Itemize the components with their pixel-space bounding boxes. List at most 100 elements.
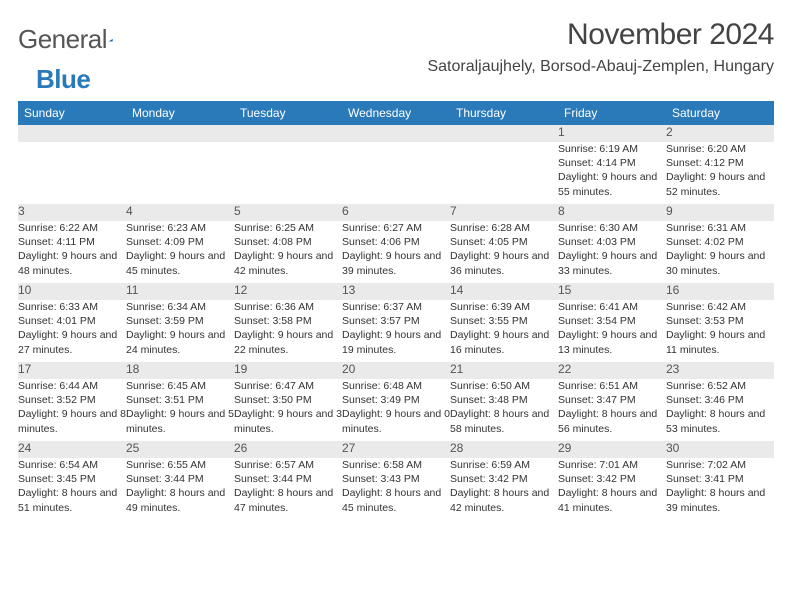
sunrise-text: Sunrise: 6:45 AM [126,379,234,393]
sunset-text: Sunset: 4:05 PM [450,235,558,249]
date-cell: 28 [450,441,558,458]
daylight-text: Daylight: 9 hours and 33 minutes. [558,249,666,277]
date-row: 24252627282930 [18,441,774,458]
daylight-text: Daylight: 9 hours and 42 minutes. [234,249,342,277]
empty-date [234,125,342,142]
date-cell: 19 [234,362,342,379]
date-cell: 16 [666,283,774,300]
date-cell: 8 [558,204,666,221]
day-info: Sunrise: 6:27 AMSunset: 4:06 PMDaylight:… [342,221,450,283]
empty-date [18,125,126,142]
day-header: Monday [126,101,234,125]
date-cell: 9 [666,204,774,221]
sunrise-text: Sunrise: 6:59 AM [450,458,558,472]
sunrise-text: Sunrise: 6:28 AM [450,221,558,235]
sunset-text: Sunset: 3:44 PM [234,472,342,486]
daylight-text: Daylight: 9 hours and 8 minutes. [18,407,126,435]
date-cell: 17 [18,362,126,379]
sunrise-text: Sunrise: 6:33 AM [18,300,126,314]
sunrise-text: Sunrise: 6:22 AM [18,221,126,235]
sunrise-text: Sunrise: 6:44 AM [18,379,126,393]
daylight-text: Daylight: 9 hours and 24 minutes. [126,328,234,356]
sunrise-text: Sunrise: 6:54 AM [18,458,126,472]
logo-text-2: Blue [36,64,90,94]
calendar-table: SundayMondayTuesdayWednesdayThursdayFrid… [18,101,774,520]
daylight-text: Daylight: 9 hours and 39 minutes. [342,249,450,277]
date-cell: 10 [18,283,126,300]
day-info: Sunrise: 6:50 AMSunset: 3:48 PMDaylight:… [450,379,558,441]
date-cell: 29 [558,441,666,458]
daylight-text: Daylight: 9 hours and 5 minutes. [126,407,234,435]
date-cell: 2 [666,125,774,142]
date-row: 17181920212223 [18,362,774,379]
day-info: Sunrise: 6:34 AMSunset: 3:59 PMDaylight:… [126,300,234,362]
sunrise-text: Sunrise: 6:57 AM [234,458,342,472]
day-info: Sunrise: 6:39 AMSunset: 3:55 PMDaylight:… [450,300,558,362]
info-row: Sunrise: 6:54 AMSunset: 3:45 PMDaylight:… [18,458,774,520]
date-cell: 11 [126,283,234,300]
logo-text-1: General [18,24,107,55]
sunset-text: Sunset: 3:46 PM [666,393,774,407]
sunset-text: Sunset: 3:49 PM [342,393,450,407]
date-row: 3456789 [18,204,774,221]
day-info: Sunrise: 6:59 AMSunset: 3:42 PMDaylight:… [450,458,558,520]
sunrise-text: Sunrise: 6:31 AM [666,221,774,235]
sunrise-text: Sunrise: 6:36 AM [234,300,342,314]
date-row: 12 [18,125,774,142]
sunset-text: Sunset: 3:58 PM [234,314,342,328]
day-info: Sunrise: 6:36 AMSunset: 3:58 PMDaylight:… [234,300,342,362]
date-cell: 22 [558,362,666,379]
date-cell: 30 [666,441,774,458]
logo: General [18,18,135,55]
date-cell: 1 [558,125,666,142]
sunset-text: Sunset: 3:57 PM [342,314,450,328]
sunset-text: Sunset: 3:44 PM [126,472,234,486]
day-info: Sunrise: 6:51 AMSunset: 3:47 PMDaylight:… [558,379,666,441]
daylight-text: Daylight: 9 hours and 22 minutes. [234,328,342,356]
day-header: Friday [558,101,666,125]
sunset-text: Sunset: 3:53 PM [666,314,774,328]
day-header-row: SundayMondayTuesdayWednesdayThursdayFrid… [18,101,774,125]
daylight-text: Daylight: 9 hours and 0 minutes. [342,407,450,435]
sunrise-text: Sunrise: 6:27 AM [342,221,450,235]
day-header: Tuesday [234,101,342,125]
month-title: November 2024 [427,18,774,52]
sunrise-text: Sunrise: 6:19 AM [558,142,666,156]
date-cell: 24 [18,441,126,458]
empty-info [450,142,558,204]
sunset-text: Sunset: 3:51 PM [126,393,234,407]
empty-date [450,125,558,142]
day-info: Sunrise: 6:52 AMSunset: 3:46 PMDaylight:… [666,379,774,441]
sunset-text: Sunset: 3:52 PM [18,393,126,407]
day-info: Sunrise: 6:57 AMSunset: 3:44 PMDaylight:… [234,458,342,520]
sunrise-text: Sunrise: 6:52 AM [666,379,774,393]
logo-triangle-icon [109,31,113,49]
day-info: Sunrise: 6:30 AMSunset: 4:03 PMDaylight:… [558,221,666,283]
date-cell: 18 [126,362,234,379]
sunset-text: Sunset: 3:43 PM [342,472,450,486]
sunset-text: Sunset: 4:06 PM [342,235,450,249]
day-info: Sunrise: 6:41 AMSunset: 3:54 PMDaylight:… [558,300,666,362]
sunset-text: Sunset: 3:42 PM [558,472,666,486]
date-cell: 13 [342,283,450,300]
empty-info [342,142,450,204]
daylight-text: Daylight: 9 hours and 36 minutes. [450,249,558,277]
day-info: Sunrise: 6:45 AMSunset: 3:51 PMDaylight:… [126,379,234,441]
date-cell: 26 [234,441,342,458]
daylight-text: Daylight: 9 hours and 11 minutes. [666,328,774,356]
date-cell: 25 [126,441,234,458]
sunset-text: Sunset: 4:12 PM [666,156,774,170]
day-info: Sunrise: 6:33 AMSunset: 4:01 PMDaylight:… [18,300,126,362]
sunrise-text: Sunrise: 6:42 AM [666,300,774,314]
empty-info [18,142,126,204]
sunset-text: Sunset: 3:55 PM [450,314,558,328]
day-info: Sunrise: 6:22 AMSunset: 4:11 PMDaylight:… [18,221,126,283]
date-row: 10111213141516 [18,283,774,300]
day-info: Sunrise: 6:55 AMSunset: 3:44 PMDaylight:… [126,458,234,520]
sunset-text: Sunset: 3:50 PM [234,393,342,407]
sunset-text: Sunset: 3:47 PM [558,393,666,407]
sunset-text: Sunset: 4:09 PM [126,235,234,249]
daylight-text: Daylight: 9 hours and 3 minutes. [234,407,342,435]
sunrise-text: Sunrise: 7:01 AM [558,458,666,472]
daylight-text: Daylight: 8 hours and 41 minutes. [558,486,666,514]
